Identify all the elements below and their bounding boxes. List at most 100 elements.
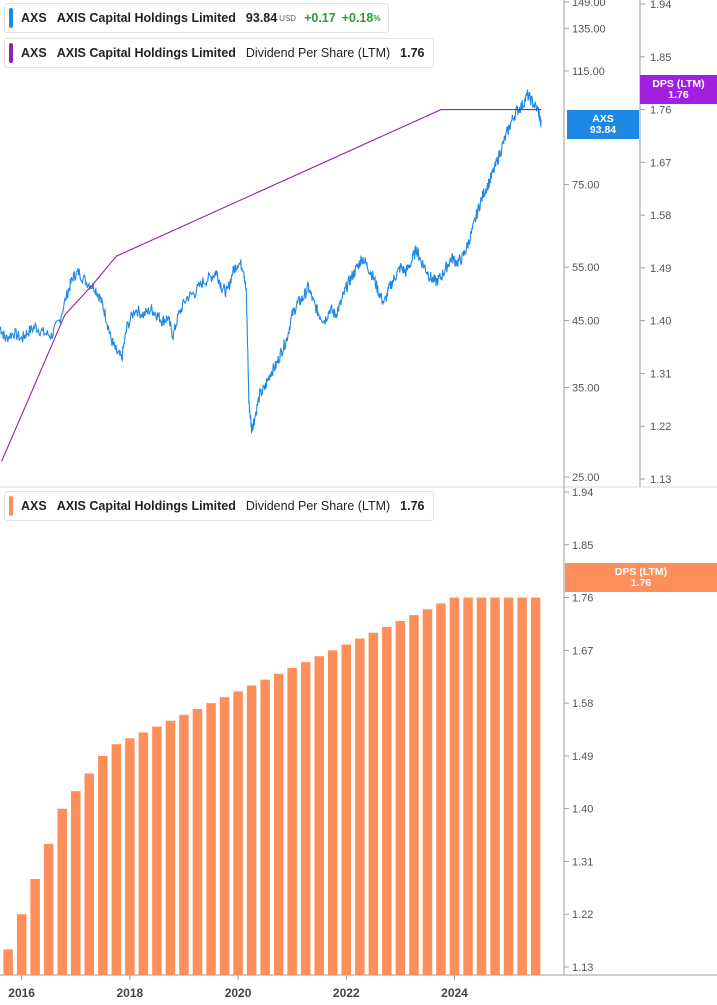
- price-panel: 149.00 135.00 115.00 75.00 55.00 45.00 35.00 25…: [0, 0, 717, 488]
- legend-value: 1.76: [400, 499, 425, 513]
- dps-bar: [422, 609, 433, 975]
- legend-metric: Dividend Per Share (LTM): [245, 499, 391, 513]
- dps-bar: [314, 656, 324, 975]
- bar-axis-label: 1.31: [572, 856, 593, 868]
- dps-bottom-tag: DPS (LTM) 1.76: [565, 563, 717, 592]
- dps-bar: [125, 738, 135, 975]
- legend-change-pct: +0.18: [341, 11, 374, 25]
- dps-bar: [16, 914, 27, 975]
- price-axis-label: 45.00: [572, 316, 600, 328]
- dps-bar: [328, 650, 338, 975]
- price-tag-ticker: AXS: [592, 112, 614, 125]
- dps-axis-label: 1.76: [650, 105, 671, 117]
- dps-bar: [192, 709, 203, 975]
- bar-axis-label: 1.40: [572, 804, 593, 816]
- x-axis-label: 2022: [333, 986, 360, 1000]
- bar-axis-label: 1.22: [572, 909, 593, 921]
- dps-bar: [179, 714, 189, 975]
- legend-metric: Dividend Per Share (LTM): [245, 46, 391, 60]
- dps-bar: [476, 597, 487, 975]
- legend-company: AXIS Capital Holdings Limited: [56, 11, 236, 25]
- price-axis-label: 135.00: [572, 23, 606, 35]
- dps-bar: [449, 597, 460, 975]
- dps-axis-label: 1.13: [650, 474, 671, 486]
- dps-bar-panel: 1.94 1.85 1.76 1.67 1.58 1.49 1.40 1.31 1.22 1.13…: [0, 487, 717, 1000]
- dps-bar: [152, 726, 162, 975]
- legend-value: 1.76: [400, 46, 425, 60]
- legend-ticker: AXS: [21, 499, 47, 513]
- dps-bar: [111, 744, 122, 975]
- price-tag-value: 93.84: [589, 123, 617, 136]
- dps-bar: [98, 755, 108, 975]
- dps-bar: [503, 597, 514, 975]
- legend-pct-sign: %: [373, 13, 381, 23]
- price-legend: AXS AXIS Capital Holdings Limited 93.84 …: [4, 3, 390, 33]
- dps-bar: [409, 615, 419, 975]
- price-axis-label: 75.00: [572, 180, 600, 192]
- bar-axis-label: 1.76: [572, 593, 593, 605]
- dps-bar: [138, 732, 149, 975]
- legend-ticker: AXS: [21, 11, 47, 25]
- dps-bar: [3, 949, 13, 975]
- dps-bar: [246, 685, 257, 975]
- dps-axis-label: 1.58: [650, 210, 671, 222]
- dps-top-tag-value: 1.76: [668, 88, 689, 101]
- dps-bar: [206, 703, 216, 975]
- dps-line-swatch: [9, 43, 13, 63]
- dps-bar-swatch: [9, 496, 13, 516]
- dps-bar: [368, 632, 379, 975]
- dps-bar: [43, 843, 54, 975]
- legend-company: AXIS Capital Holdings Limited: [56, 46, 236, 60]
- dps-bar: [341, 644, 351, 975]
- dps-axis-label: 1.94: [650, 0, 671, 11]
- x-axis-label: 2024: [441, 986, 468, 1000]
- dps-bar: [287, 667, 297, 975]
- x-axis-label: 2018: [117, 986, 144, 1000]
- dps-bar: [233, 691, 243, 975]
- dps-bar: [395, 621, 406, 975]
- dps-bar: [490, 597, 500, 975]
- price-series-line: [0, 89, 542, 434]
- legend-currency: USD: [279, 13, 297, 23]
- dps-axis-label: 1.67: [650, 157, 671, 169]
- price-axis-label: 35.00: [572, 382, 600, 394]
- dps-bar: [30, 879, 40, 975]
- x-axis-label: 2020: [225, 986, 252, 1000]
- dps-bar: [530, 597, 541, 975]
- dps-bar: [71, 791, 81, 975]
- dps-series-line: [1, 109, 542, 462]
- dps-bar: [463, 597, 473, 975]
- bar-axis-label: 1.13: [572, 962, 593, 974]
- legend-change: +0.17: [304, 11, 336, 25]
- legend-ticker: AXS: [21, 46, 47, 60]
- bar-axis-label: 1.49: [572, 751, 593, 763]
- dps-bar: [382, 626, 392, 975]
- dps-bar: [517, 597, 527, 975]
- dps-top-tag-label: DPS (LTM): [652, 77, 705, 90]
- legend-company: AXIS Capital Holdings Limited: [56, 499, 236, 513]
- dps-top-tag: DPS (LTM) 1.76: [640, 75, 717, 104]
- bar-axis-label: 1.58: [572, 698, 593, 710]
- price-tag: AXS 93.84: [567, 110, 639, 139]
- legend-price: 93.84: [245, 11, 278, 25]
- dps-axis-label: 1.40: [650, 316, 671, 328]
- dps-legend-bottom: AXS AXIS Capital Holdings Limited Divide…: [4, 491, 434, 521]
- bar-axis-label: 1.85: [572, 540, 593, 552]
- dps-axis-label: 1.31: [650, 368, 671, 380]
- dps-bar: [57, 808, 67, 975]
- dps-bar: [219, 697, 230, 975]
- dps-bar: [165, 720, 176, 975]
- dps-bottom-tag-value: 1.76: [630, 576, 652, 589]
- dps-axis-label: 1.22: [650, 421, 671, 433]
- dps-axis-label: 1.85: [650, 52, 671, 64]
- price-axis-label: 55.00: [572, 262, 600, 274]
- price-axis-label: 25.00: [572, 472, 600, 484]
- dps-bar: [84, 773, 94, 975]
- price-axis-label: 149.00: [572, 0, 606, 9]
- dps-axis-label: 1.49: [650, 263, 671, 275]
- dps-bar: [260, 679, 270, 975]
- bar-axis-label: 1.67: [572, 645, 593, 657]
- dps-bar: [273, 673, 284, 975]
- dps-legend-top: AXS AXIS Capital Holdings Limited Divide…: [4, 38, 434, 68]
- price-axis-label: 115.00: [572, 66, 605, 78]
